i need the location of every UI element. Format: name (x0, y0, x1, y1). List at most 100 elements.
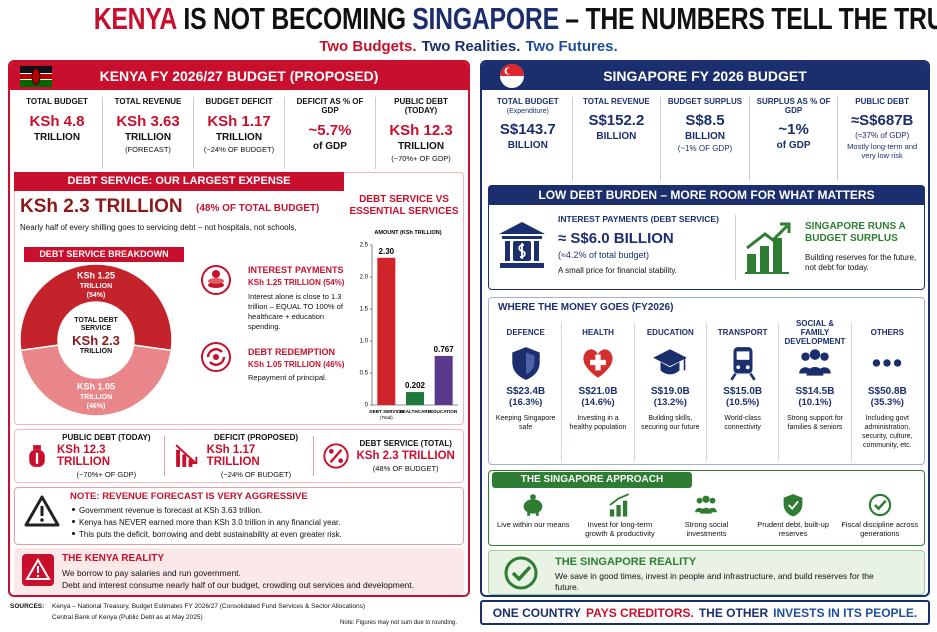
note-point: Kenya has NEVER earned more than KSh 3.0… (72, 517, 457, 529)
spending-text: Keeping Singapore safe (495, 415, 556, 431)
donut-center: TOTAL DEBT SERVICE KSh 2.3 TRILLION (60, 317, 132, 355)
stat-unit: BILLION (596, 131, 637, 142)
bank-icon (499, 222, 545, 268)
spending-share: (35.3%) (870, 397, 904, 408)
debt-service-share: (48% OF TOTAL BUDGET) (196, 203, 320, 214)
stat-label: TOTAL BUDGET (26, 97, 88, 106)
kenya-panel (8, 60, 470, 597)
icon-part (616, 505, 621, 517)
spending-name: TRANSPORT (717, 327, 768, 337)
footer-part: ONE COUNTRY (492, 605, 582, 620)
icon-part (799, 367, 831, 374)
approach-text: Prudent debt, built-up reserves (757, 520, 829, 538)
spending-text: Strong support for families & seniors (786, 415, 843, 431)
spending-item: OTHERS S$50.8B (35.3%) Including govt admin… (850, 322, 923, 462)
icon-part (733, 347, 753, 374)
approach-icon (695, 495, 718, 514)
spending-share: (14.6%) (581, 397, 615, 408)
stat-label: DEFICIT AS % OF GDP (296, 97, 364, 115)
icon-part (609, 509, 615, 517)
singapore-stats: TOTAL BUDGET (Expenditure) S$143.7 BILLION T… (484, 97, 926, 181)
spending-icon (511, 347, 540, 380)
icon-part (213, 354, 219, 360)
kenya-summary: PUBLIC DEBT (TODAY) KSh 12.3 TRILLION (~70… (14, 429, 464, 483)
icon-part (212, 270, 220, 278)
icon-part (534, 241, 539, 261)
stat-note: (~1% OF GDP) (677, 144, 733, 153)
icon-part (809, 349, 821, 360)
icon-part (502, 236, 542, 239)
kenya-header-bar (10, 62, 468, 90)
stat-label: SURPLUS AS % OF GDP (756, 97, 831, 115)
icon-part (518, 243, 526, 259)
footer-part: PAYS CREDITORS. (586, 605, 694, 620)
spending-icon (873, 359, 902, 367)
subtitle-part: Two Budgets. (319, 38, 417, 55)
spending-amount: S$14.5B (795, 386, 835, 397)
sources-label: SOURCES: (10, 603, 45, 610)
icon-part (883, 359, 891, 367)
icon-part (894, 359, 902, 367)
summary-value: KSh 1.17 TRILLION (206, 444, 260, 468)
icon-part (729, 372, 756, 381)
footer-part: THE OTHER (698, 605, 769, 620)
stat-unit: BILLION (684, 131, 725, 142)
spending-item: EDUCATION S$19.0B (13.2%) Building skills, … (633, 322, 706, 462)
interest-amount: KSh 1.25 TRILLION (54%) (248, 278, 345, 287)
spending-item: TRANSPORT S$15.0B (10.5%) World-class conne… (705, 322, 778, 462)
stat-column: SURPLUS AS % OF GDP ~1% of GDP (748, 97, 838, 181)
divider (735, 215, 736, 280)
kenya-stats: TOTAL BUDGET KSh 4.8 TRILLION TOTAL REVENUE… (12, 97, 466, 169)
spending-name: HEALTH (582, 327, 614, 337)
redemption-title: DEBT REDEMPTION (248, 347, 336, 357)
icon-part (536, 511, 540, 516)
singapore-flag (500, 64, 524, 88)
icon-part (499, 222, 545, 234)
spending-item: SOCIAL & FAMILY DEVELOPMENT S$14.5B (10.1%… (778, 318, 850, 462)
icon-part (25, 558, 51, 580)
spending-share: (13.2%) (653, 397, 687, 408)
spending-icon (583, 349, 613, 378)
icon-part (590, 359, 606, 366)
subtitle-part: Two Futures. (525, 38, 618, 55)
icon-part (40, 506, 44, 516)
stat-column: TOTAL BUDGET KSh 4.8 TRILLION (12, 97, 102, 169)
spending-name: OTHERS (870, 327, 904, 337)
summary-text: DEBT SERVICE (TOTAL) KSh 2.3 TRILLION (48%… (356, 439, 455, 473)
summary-text: PUBLIC DEBT (TODAY) KSh 12.3 TRILLION (~70… (57, 433, 156, 479)
title-kenya: KENYA (93, 1, 178, 36)
kenya-reality-icon (22, 554, 54, 586)
redemption-icon (201, 342, 231, 372)
icon-part (760, 246, 769, 272)
stat-value: S$152.2 (588, 112, 645, 129)
spending-amount: S$50.8B (867, 386, 907, 397)
singapore-heading: SINGAPORE FY 2026 BUDGET (603, 68, 807, 84)
spending-name: SOCIAL & FAMILY DEVELOPMENT (784, 318, 846, 346)
approach-text: Live within our means (497, 520, 570, 529)
interest-title: INTEREST PAYMENTS (DEBT SERVICE) (558, 214, 719, 224)
stat-column: DEFICIT AS % OF GDP ~5.7% of GDP (284, 97, 375, 169)
singapore-reality-text: We save in good times, invest in people … (555, 571, 874, 592)
icon-part (735, 365, 740, 370)
stat-note: (~24% OF BUDGET) (203, 145, 275, 154)
spending-items: DEFENCE S$23.4B (16.3%) Keeping Singapore s… (490, 318, 923, 462)
summary-item: DEBT SERVICE (TOTAL) KSh 2.3 TRILLION (48%… (313, 436, 463, 476)
approach-item: Fiscal discipline across generations (836, 492, 923, 544)
note-points: Government revenue is forecast at KSh 3.… (72, 505, 457, 541)
singapore-reality-title: THE SINGAPORE REALITY (555, 556, 697, 568)
debt-service-text: Nearly half of every shilling goes to se… (20, 223, 297, 232)
stat-label: PUBLIC DEBT (855, 97, 910, 106)
spending-item: HEALTH S$21.0B (14.6%) Investing in a healt… (561, 322, 633, 462)
spending-icon (799, 349, 831, 376)
approach-icon (609, 493, 629, 517)
donut-center-unit: TRILLION (79, 348, 113, 355)
interest-icon (201, 265, 231, 295)
icon-part (175, 444, 196, 463)
summary-note: (~24% OF BUDGET) (220, 470, 292, 479)
stat-column: TOTAL BUDGET (Expenditure) S$143.7 BILLION (484, 97, 572, 181)
spending-text: World-class connectivity (724, 415, 761, 431)
stat-column: TOTAL REVENUE S$152.2 BILLION (571, 97, 661, 181)
icon-part (780, 222, 791, 233)
icon-part (523, 499, 543, 514)
icon-part (24, 495, 60, 527)
